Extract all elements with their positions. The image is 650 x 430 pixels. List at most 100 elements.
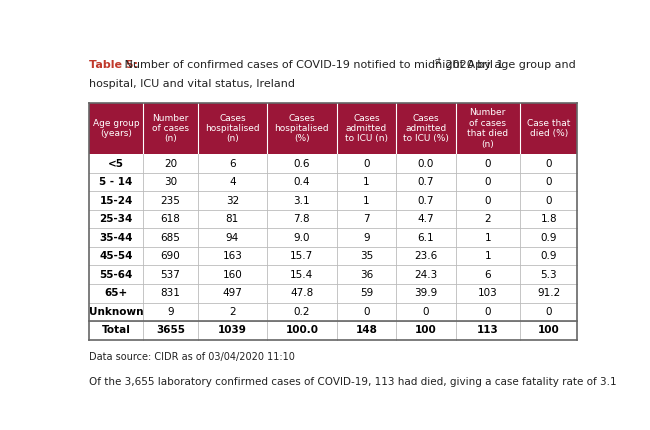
Bar — [89, 154, 143, 173]
Text: 690: 690 — [161, 251, 180, 261]
Text: 163: 163 — [222, 251, 242, 261]
Bar — [456, 154, 520, 173]
Bar — [89, 265, 143, 284]
Text: Of the 3,655 laboratory confirmed cases of COVID-19, 113 had died, giving a case: Of the 3,655 laboratory confirmed cases … — [89, 377, 616, 387]
Bar — [267, 284, 337, 303]
Text: 497: 497 — [222, 288, 242, 298]
Bar — [456, 210, 520, 228]
Text: Cases
admitted
to ICU (n): Cases admitted to ICU (n) — [345, 114, 388, 144]
Bar — [198, 303, 267, 321]
Text: 3.1: 3.1 — [294, 196, 310, 206]
Bar — [456, 247, 520, 265]
Text: 537: 537 — [161, 270, 180, 280]
Bar — [267, 321, 337, 340]
Text: 0: 0 — [484, 159, 491, 169]
Bar — [337, 303, 396, 321]
Text: 1: 1 — [484, 233, 491, 243]
Text: 2: 2 — [484, 214, 491, 224]
Text: 65+: 65+ — [105, 288, 127, 298]
Text: 100.0: 100.0 — [285, 326, 318, 335]
Bar — [337, 173, 396, 191]
Text: 45-54: 45-54 — [99, 251, 133, 261]
Text: 3655: 3655 — [156, 326, 185, 335]
Bar — [267, 191, 337, 210]
Text: 0.4: 0.4 — [294, 177, 310, 187]
Text: Cases
admitted
to ICU (%): Cases admitted to ICU (%) — [403, 114, 448, 144]
Bar — [143, 228, 198, 247]
Bar — [198, 191, 267, 210]
Bar — [89, 210, 143, 228]
Text: 0.2: 0.2 — [294, 307, 310, 317]
Text: 0: 0 — [545, 159, 552, 169]
Text: 55-64: 55-64 — [99, 270, 133, 280]
Bar — [456, 265, 520, 284]
Text: 685: 685 — [161, 233, 180, 243]
Text: hospital, ICU and vital status, Ireland: hospital, ICU and vital status, Ireland — [89, 79, 295, 89]
Bar — [89, 303, 143, 321]
Bar — [89, 247, 143, 265]
Text: 1039: 1039 — [218, 326, 247, 335]
Text: 35-44: 35-44 — [99, 233, 133, 243]
Bar — [267, 210, 337, 228]
Text: 0: 0 — [545, 307, 552, 317]
Bar — [89, 284, 143, 303]
Bar — [520, 173, 577, 191]
Text: 5 - 14: 5 - 14 — [99, 177, 133, 187]
Bar — [520, 191, 577, 210]
Text: 30: 30 — [164, 177, 177, 187]
Bar — [89, 173, 143, 191]
Text: 25-34: 25-34 — [99, 214, 133, 224]
Text: Data source: CIDR as of 03/04/2020 11:10: Data source: CIDR as of 03/04/2020 11:10 — [89, 352, 294, 362]
Text: 4.7: 4.7 — [417, 214, 434, 224]
Bar — [456, 321, 520, 340]
Text: 9.0: 9.0 — [294, 233, 310, 243]
Text: 15-24: 15-24 — [99, 196, 133, 206]
Bar — [89, 321, 143, 340]
Bar — [337, 247, 396, 265]
Text: 7: 7 — [363, 214, 370, 224]
Text: 7.8: 7.8 — [294, 214, 310, 224]
Text: 160: 160 — [222, 270, 242, 280]
Text: Cases
hospitalised
(%): Cases hospitalised (%) — [274, 114, 329, 144]
Bar — [456, 191, 520, 210]
Text: st: st — [434, 57, 441, 66]
Bar — [143, 173, 198, 191]
Bar — [396, 265, 456, 284]
Text: 15.4: 15.4 — [291, 270, 313, 280]
Text: 39.9: 39.9 — [414, 288, 437, 298]
Text: 36: 36 — [359, 270, 373, 280]
Bar — [396, 154, 456, 173]
Bar — [337, 154, 396, 173]
Bar — [520, 284, 577, 303]
Text: 6: 6 — [229, 159, 236, 169]
Bar — [198, 210, 267, 228]
Bar — [143, 191, 198, 210]
Bar — [143, 321, 198, 340]
Bar — [198, 154, 267, 173]
Text: 9: 9 — [363, 233, 370, 243]
Text: 1: 1 — [363, 177, 370, 187]
Text: 0.7: 0.7 — [417, 177, 434, 187]
Bar — [89, 191, 143, 210]
Text: Number
of cases
that died
(n): Number of cases that died (n) — [467, 108, 508, 149]
Text: 6: 6 — [484, 270, 491, 280]
Bar — [520, 228, 577, 247]
Bar — [267, 173, 337, 191]
Bar — [143, 265, 198, 284]
Bar — [198, 228, 267, 247]
Text: 24.3: 24.3 — [414, 270, 437, 280]
Text: 0.0: 0.0 — [418, 159, 434, 169]
Text: <5: <5 — [108, 159, 124, 169]
Bar — [396, 191, 456, 210]
Bar — [396, 321, 456, 340]
Text: 2020 by age group and: 2020 by age group and — [443, 60, 576, 70]
Text: 0: 0 — [484, 307, 491, 317]
Bar — [520, 154, 577, 173]
Text: 0.9: 0.9 — [541, 251, 557, 261]
Text: 0: 0 — [363, 159, 370, 169]
Text: 100: 100 — [415, 326, 437, 335]
Text: Case that
died (%): Case that died (%) — [527, 119, 571, 138]
Text: 9: 9 — [167, 307, 174, 317]
Bar — [198, 321, 267, 340]
Bar — [198, 173, 267, 191]
